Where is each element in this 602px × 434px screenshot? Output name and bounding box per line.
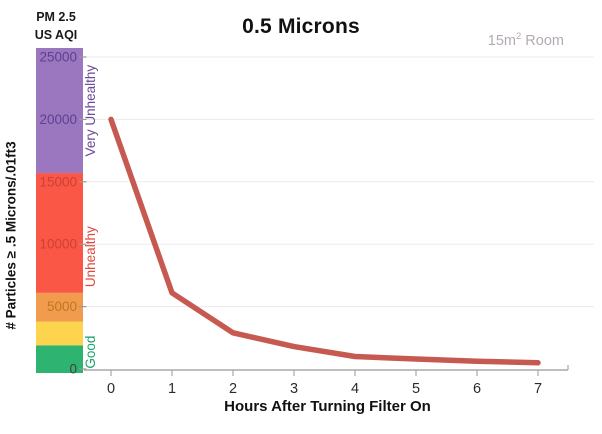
- room-size-label: 15m2 Room: [488, 31, 564, 49]
- y-tick-label: 10000: [39, 237, 77, 252]
- aqi-header-line2: US AQI: [34, 28, 78, 42]
- x-tick-label: 6: [473, 381, 481, 397]
- x-tick-label: 5: [412, 381, 420, 397]
- aqi-header-line1: PM 2.5: [36, 10, 76, 24]
- x-tick-label: 3: [290, 381, 298, 397]
- aqi-band: [36, 173, 83, 293]
- y-tick-label: 20000: [39, 112, 77, 127]
- x-tick-label: 2: [229, 381, 237, 397]
- aqi-band-label: Good: [83, 336, 98, 369]
- y-tick-label: 15000: [39, 174, 77, 189]
- y-tick-label: 25000: [39, 50, 77, 65]
- data-line-particle-count: [108, 116, 541, 366]
- x-axis-title: Hours After Turning Filter On: [224, 398, 431, 415]
- y-tick-label: 5000: [47, 299, 77, 314]
- room-size-suffix: Room: [521, 32, 564, 49]
- chart-title: 0.5 Microns: [242, 15, 360, 38]
- aqi-header: PM 2.5 US AQI: [14, 8, 98, 44]
- y-tick-label: 0: [69, 362, 77, 377]
- room-size-exponent: 2: [515, 31, 522, 42]
- aqi-band: [36, 345, 83, 373]
- aqi-band: [36, 321, 83, 346]
- x-tick-label: 0: [107, 381, 115, 397]
- x-tick-label: 1: [168, 381, 176, 397]
- x-tick-label: 7: [534, 381, 542, 397]
- x-tick-label: 4: [351, 381, 359, 397]
- aqi-band-label: Unhealthy: [83, 226, 98, 287]
- aqi-band: [36, 292, 83, 322]
- y-axis-title: # Particles ≥ .5 Microns/.01ft3: [3, 141, 19, 330]
- room-size-base: 15m: [487, 32, 516, 49]
- aqi-band: [36, 48, 83, 174]
- aqi-band-label: Very Unhealthy: [83, 65, 98, 157]
